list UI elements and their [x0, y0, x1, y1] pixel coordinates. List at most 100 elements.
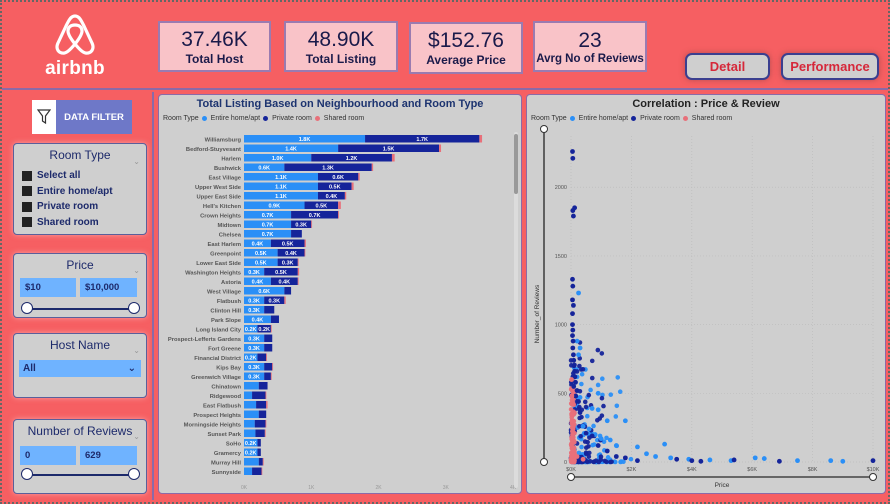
- bar-segment[interactable]: [254, 420, 266, 428]
- bar-segment[interactable]: [311, 220, 313, 229]
- chart-scrollbar-thumb[interactable]: [514, 134, 518, 194]
- legend-private[interactable]: Private room: [640, 115, 680, 122]
- scatter-point[interactable]: [591, 423, 596, 429]
- chevron-down-icon[interactable]: ⌄: [133, 346, 140, 355]
- bar-segment[interactable]: [291, 220, 312, 229]
- bar-segment[interactable]: [264, 306, 275, 314]
- bar-segment[interactable]: [244, 467, 253, 476]
- scatter-point[interactable]: [571, 213, 576, 219]
- scatter-point[interactable]: [604, 435, 609, 441]
- scatter-point[interactable]: [573, 379, 578, 385]
- scatter-point[interactable]: [577, 395, 583, 400]
- bar-segment[interactable]: [270, 325, 272, 333]
- scatter-point[interactable]: [572, 205, 578, 211]
- scatter-point[interactable]: [731, 457, 737, 463]
- scatter-point[interactable]: [662, 441, 668, 447]
- scatter-point[interactable]: [576, 399, 581, 404]
- scatter-point[interactable]: [569, 445, 575, 451]
- bar-segment[interactable]: [244, 391, 253, 400]
- checkbox[interactable]: [22, 201, 32, 212]
- scatter-point[interactable]: [579, 381, 584, 387]
- chart-scrollbar-track[interactable]: [514, 132, 518, 488]
- scatter-point[interactable]: [574, 338, 580, 344]
- bar-segment[interactable]: [252, 391, 266, 400]
- scatter-point[interactable]: [580, 423, 586, 429]
- scatter-point[interactable]: [579, 414, 584, 420]
- scatter-point[interactable]: [573, 393, 579, 399]
- option-shared-room[interactable]: Shared room: [22, 215, 146, 231]
- scatter-point[interactable]: [570, 389, 576, 395]
- scatter-point[interactable]: [571, 357, 577, 363]
- bar-segment[interactable]: [266, 353, 267, 362]
- scatter-point[interactable]: [595, 347, 601, 353]
- scatter-point[interactable]: [577, 363, 582, 369]
- bar-segment[interactable]: [255, 429, 265, 438]
- bar-segment[interactable]: [358, 173, 360, 181]
- bar-segment[interactable]: [270, 239, 305, 248]
- scatter-point[interactable]: [570, 333, 575, 338]
- bar-segment[interactable]: [266, 401, 268, 409]
- scatter-point[interactable]: [576, 290, 581, 296]
- option-entire-home[interactable]: Entire home/apt: [22, 184, 146, 200]
- legend-entire[interactable]: Entire home/apt: [210, 115, 261, 122]
- bar-segment[interactable]: [244, 353, 258, 362]
- scatter-point[interactable]: [595, 417, 600, 423]
- bar-segment[interactable]: [244, 201, 305, 210]
- reviews-slider-track[interactable]: [28, 474, 133, 476]
- chevron-down-icon[interactable]: ⌄: [133, 432, 140, 441]
- checkbox[interactable]: [22, 186, 32, 197]
- scatter-point[interactable]: [600, 376, 605, 381]
- scatter-point[interactable]: [569, 401, 575, 407]
- x-zoom-slider-handle-right[interactable]: [869, 473, 877, 481]
- bar-segment[interactable]: [244, 363, 265, 371]
- scatter-point[interactable]: [569, 397, 575, 403]
- scatter-point[interactable]: [608, 459, 613, 465]
- bar-segment[interactable]: [244, 144, 339, 153]
- reviews-slider-min-handle[interactable]: [21, 468, 33, 480]
- bar-segment[interactable]: [264, 372, 271, 381]
- bar-segment[interactable]: [244, 420, 255, 428]
- bar-segment[interactable]: [264, 296, 285, 305]
- scatter-point[interactable]: [870, 458, 876, 464]
- scatter-point[interactable]: [668, 455, 674, 461]
- scatter-point[interactable]: [840, 458, 846, 464]
- bar-segment[interactable]: [264, 268, 298, 276]
- bar-segment[interactable]: [244, 173, 318, 181]
- bar-segment[interactable]: [258, 458, 263, 466]
- bar-segment[interactable]: [262, 458, 264, 466]
- scatter-point[interactable]: [570, 297, 575, 303]
- scatter-point[interactable]: [608, 392, 614, 397]
- scatter-point[interactable]: [569, 377, 575, 382]
- bar-segment[interactable]: [284, 287, 292, 295]
- y-zoom-slider-handle-top[interactable]: [540, 125, 548, 133]
- scatter-point[interactable]: [614, 403, 620, 409]
- scatter-point[interactable]: [571, 352, 576, 358]
- scatter-point[interactable]: [621, 459, 626, 465]
- bar-segment[interactable]: [264, 363, 273, 371]
- scatter-point[interactable]: [571, 384, 577, 389]
- bar-segment[interactable]: [351, 182, 354, 191]
- option-private-room[interactable]: Private room: [22, 199, 146, 215]
- bar-segment[interactable]: [244, 448, 258, 457]
- scatter-point[interactable]: [628, 456, 634, 462]
- bar-segment[interactable]: [244, 220, 292, 229]
- bar-segment[interactable]: [244, 287, 285, 295]
- scatter-point[interactable]: [569, 425, 575, 431]
- legend-shared[interactable]: Shared room: [323, 115, 365, 122]
- scatter-point[interactable]: [570, 338, 576, 344]
- bar-segment[interactable]: [311, 154, 392, 162]
- scatter-point[interactable]: [570, 276, 575, 282]
- detail-button[interactable]: Detail: [685, 53, 770, 80]
- data-filter-header[interactable]: DATA FILTER: [32, 100, 132, 134]
- bar-segment[interactable]: [252, 467, 262, 476]
- price-slider-min-handle[interactable]: [21, 302, 33, 314]
- bar-segment[interactable]: [244, 163, 285, 172]
- bar-segment[interactable]: [439, 144, 442, 153]
- price-max-input[interactable]: $10,000: [80, 278, 137, 297]
- scatter-point[interactable]: [795, 458, 800, 464]
- bar-segment[interactable]: [244, 277, 271, 286]
- bar-segment[interactable]: [244, 325, 258, 333]
- scatter-point[interactable]: [615, 375, 621, 380]
- bar-segment[interactable]: [244, 401, 257, 409]
- scatter-point[interactable]: [577, 410, 583, 415]
